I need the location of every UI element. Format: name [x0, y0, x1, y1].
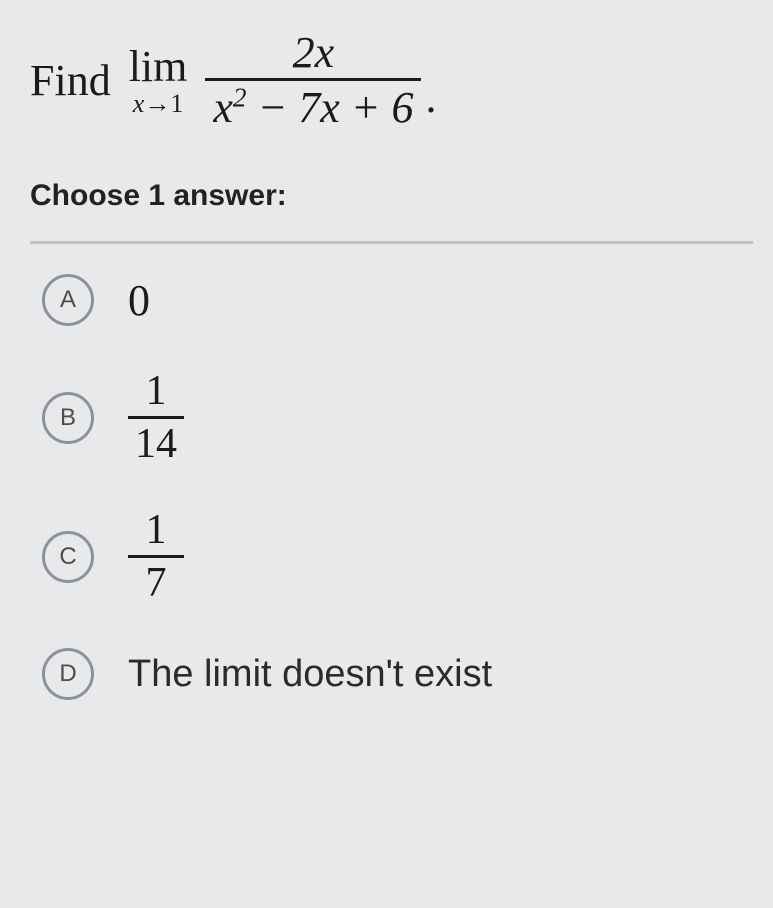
option-c-bar [128, 555, 184, 558]
option-c-num: 1 [140, 509, 173, 551]
lim-label: lim [129, 45, 188, 89]
option-c-den: 7 [140, 562, 173, 604]
lim-subscript: x→1 [133, 91, 184, 117]
divider [30, 241, 753, 244]
trailing-period: . [425, 72, 436, 123]
option-d-text: The limit doesn't exist [128, 653, 492, 696]
option-a-bubble[interactable]: A [42, 274, 94, 326]
option-c[interactable]: C 1 7 [42, 509, 753, 604]
option-d-bubble[interactable]: D [42, 648, 94, 700]
option-b-bar [128, 416, 184, 419]
fraction-numerator: 2x [285, 30, 343, 78]
fraction: 2x x2 − 7x + 6 [205, 30, 421, 131]
option-b-fraction: 1 14 [128, 370, 184, 465]
option-a-value: 0 [128, 275, 150, 326]
limit-operator: lim x→1 [129, 45, 188, 117]
option-a[interactable]: A 0 [42, 274, 753, 326]
option-c-fraction: 1 7 [128, 509, 184, 604]
fraction-denominator: x2 − 7x + 6 [205, 81, 421, 131]
question-expression: Find lim x→1 2x x2 − 7x + 6 . [30, 30, 753, 131]
option-b[interactable]: B 1 14 [42, 370, 753, 465]
option-b-num: 1 [140, 370, 173, 412]
options-list: A 0 B 1 14 C 1 7 D The limit doesn't exi… [30, 274, 753, 700]
option-c-bubble[interactable]: C [42, 531, 94, 583]
option-b-den: 14 [129, 423, 183, 465]
option-b-bubble[interactable]: B [42, 392, 94, 444]
choose-label: Choose 1 answer: [30, 179, 753, 213]
question-lead: Find [30, 55, 111, 106]
option-d[interactable]: D The limit doesn't exist [42, 648, 753, 700]
